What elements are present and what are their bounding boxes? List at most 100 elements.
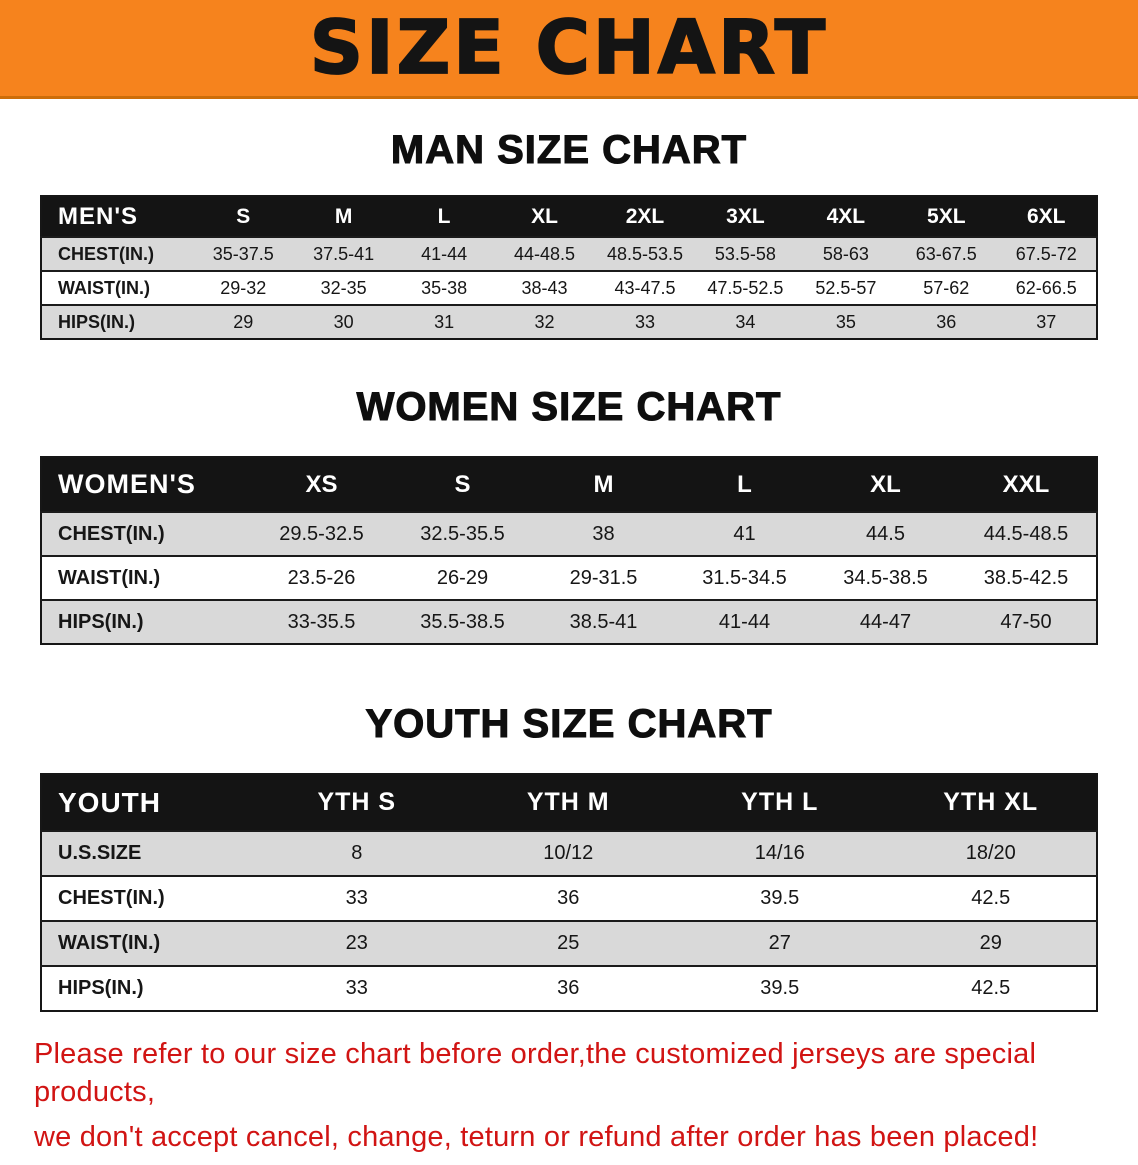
measurement-row: WAIST(IN.) 23 25 27 29 — [41, 921, 1097, 966]
size-value-cell: 26-29 — [436, 566, 489, 589]
size-value-cell: 10/12 — [543, 842, 594, 864]
size-value-cell: 35-38 — [421, 277, 468, 298]
measurement-label-cell: HIPS(IN.) — [58, 311, 136, 332]
measurement-label-cell: CHEST(IN.) — [58, 522, 165, 545]
measurement-row: CHEST(IN.) 29.5-32.5 32.5-35.5 38 41 44.5 44.5… — [41, 512, 1097, 556]
size-value-cell: 38.5-41 — [569, 610, 638, 633]
size-value-cell: 8 — [351, 842, 363, 864]
measurement-row: WAIST(IN.) 29-32 32-35 35-38 38-43 43-47.5 47.… — [41, 271, 1097, 305]
size-value-cell: 25 — [557, 932, 580, 954]
size-value-cell: 29 — [233, 311, 254, 332]
size-value-cell: 32.5-35.5 — [420, 522, 505, 545]
size-value-cell: 47.5-52.5 — [707, 277, 784, 298]
men-section-heading: MAN SIZE CHART — [390, 127, 748, 172]
measurement-row: WAIST(IN.) 23.5-26 26-29 29-31.5 31.5-34.5 34… — [41, 556, 1097, 600]
youth-size-section: YOUTH SIZE CHART YOUTH YTH S YTH M YTH L YTH… — [0, 701, 1138, 1012]
men-size-section: MAN SIZE CHART MEN'S S M L XL 2XL 3XL 4XL 5XL 6XL… — [0, 127, 1138, 340]
measurement-row: CHEST(IN.) 33 36 39.5 42.5 — [41, 876, 1097, 921]
women-size-table: WOMEN'S XS S M L XL XXL CHEST(IN.) 29.5-32.5 32.5… — [40, 456, 1098, 645]
women-size-section: WOMEN SIZE CHART WOMEN'S XS S M L XL XXL CHEST(… — [0, 384, 1138, 645]
size-value-cell: 39.5 — [760, 977, 800, 999]
size-column-header: M — [593, 470, 614, 498]
size-value-cell: 57-62 — [923, 277, 970, 298]
size-value-cell: 38.5-42.5 — [983, 566, 1069, 589]
size-value-cell: 36 — [557, 977, 580, 999]
disclaimer-line-2: we don't accept cancel, change, teturn o… — [34, 1121, 1039, 1154]
measurement-row: HIPS(IN.) 33-35.5 35.5-38.5 38.5-41 41-44 44-… — [41, 600, 1097, 644]
size-value-cell: 34.5-38.5 — [843, 566, 928, 589]
size-column-header: XS — [305, 470, 338, 498]
size-value-cell: 36 — [557, 887, 580, 909]
size-column-header: 3XL — [726, 204, 765, 228]
size-value-cell: 33-35.5 — [287, 610, 356, 633]
size-value-cell: 42.5 — [971, 977, 1011, 999]
size-column-header: YTH XL — [943, 788, 1039, 816]
table-header-row: MEN'S S M L XL 2XL 3XL 4XL 5XL 6XL — [41, 196, 1097, 237]
size-value-cell: 63-67.5 — [915, 243, 977, 264]
size-value-cell: 31.5-34.5 — [702, 566, 787, 589]
table-title-cell: YOUTH — [58, 786, 161, 818]
size-value-cell: 29-32 — [220, 277, 267, 298]
size-value-cell: 14/16 — [754, 842, 805, 864]
table-header-row: YOUTH YTH S YTH M YTH L YTH XL — [41, 774, 1097, 831]
measurement-label-cell: WAIST(IN.) — [58, 277, 150, 298]
size-value-cell: 67.5-72 — [1015, 243, 1077, 264]
youth-size-table: YOUTH YTH S YTH M YTH L YTH XL U.S.SIZE 8 10/12… — [40, 773, 1098, 1012]
size-column-header: S — [236, 204, 251, 228]
size-value-cell: 53.5-58 — [714, 243, 776, 264]
measurement-label-cell: WAIST(IN.) — [58, 566, 161, 589]
size-column-header: XXL — [1002, 470, 1050, 498]
size-value-cell: 58-63 — [822, 243, 869, 264]
measurement-row: CHEST(IN.) 35-37.5 37.5-41 41-44 44-48.5 48.5… — [41, 237, 1097, 271]
size-value-cell: 34 — [735, 311, 756, 332]
size-value-cell: 41-44 — [421, 243, 468, 264]
size-value-cell: 37 — [1036, 311, 1057, 332]
size-value-cell: 23 — [345, 932, 368, 954]
measurement-label-cell: U.S.SIZE — [58, 842, 142, 864]
disclaimer: Please refer to our size chart before or… — [0, 1036, 1138, 1157]
size-value-cell: 62-66.5 — [1015, 277, 1077, 298]
size-value-cell: 43-47.5 — [614, 277, 676, 298]
size-value-cell: 44.5 — [866, 522, 905, 545]
size-value-cell: 47-50 — [1000, 610, 1052, 633]
size-column-header: 2XL — [625, 204, 665, 228]
size-value-cell: 39.5 — [760, 887, 800, 909]
measurement-row: U.S.SIZE 8 10/12 14/16 18/20 — [41, 831, 1097, 876]
measurement-label-cell: WAIST(IN.) — [58, 932, 161, 954]
size-value-cell: 31 — [434, 311, 455, 332]
size-value-cell: 35 — [835, 311, 856, 332]
size-value-cell: 36 — [936, 311, 957, 332]
size-value-cell: 29 — [979, 932, 1002, 954]
table-header-row: WOMEN'S XS S M L XL XXL — [41, 457, 1097, 512]
size-column-header: YTH L — [741, 788, 819, 816]
size-value-cell: 35.5-38.5 — [420, 610, 505, 633]
size-value-cell: 38-43 — [521, 277, 568, 298]
size-column-header: XL — [531, 204, 558, 228]
size-value-cell: 27 — [768, 932, 791, 954]
measurement-label-cell: HIPS(IN.) — [58, 610, 144, 633]
size-value-cell: 44.5-48.5 — [983, 522, 1069, 545]
size-value-cell: 30 — [333, 311, 354, 332]
size-value-cell: 35-37.5 — [212, 243, 274, 264]
size-value-cell: 29.5-32.5 — [279, 522, 364, 545]
size-value-cell: 41 — [733, 522, 756, 545]
size-column-header: 5XL — [927, 204, 966, 228]
size-column-header: 4XL — [826, 204, 866, 228]
size-value-cell: 44-48.5 — [514, 243, 576, 264]
size-column-header: YTH M — [526, 788, 610, 816]
men-size-table: MEN'S S M L XL 2XL 3XL 4XL 5XL 6XL CHEST(IN.) 35-37… — [40, 195, 1098, 340]
size-value-cell: 37.5-41 — [313, 243, 375, 264]
table-title-cell: MEN'S — [58, 202, 139, 230]
size-column-header: L — [437, 204, 451, 228]
size-value-cell: 44-47 — [859, 610, 912, 633]
size-column-header: S — [454, 470, 471, 498]
table-title-cell: WOMEN'S — [58, 469, 196, 499]
measurement-label-cell: CHEST(IN.) — [58, 887, 165, 909]
measurement-label-cell: CHEST(IN.) — [58, 243, 154, 264]
measurement-label-cell: HIPS(IN.) — [58, 977, 144, 999]
page-title: SIZE CHART — [309, 5, 829, 91]
size-column-header: XL — [870, 470, 901, 498]
size-value-cell: 52.5-57 — [815, 277, 877, 298]
measurement-row: HIPS(IN.) 29 30 31 32 33 34 35 36 37 — [41, 305, 1097, 339]
